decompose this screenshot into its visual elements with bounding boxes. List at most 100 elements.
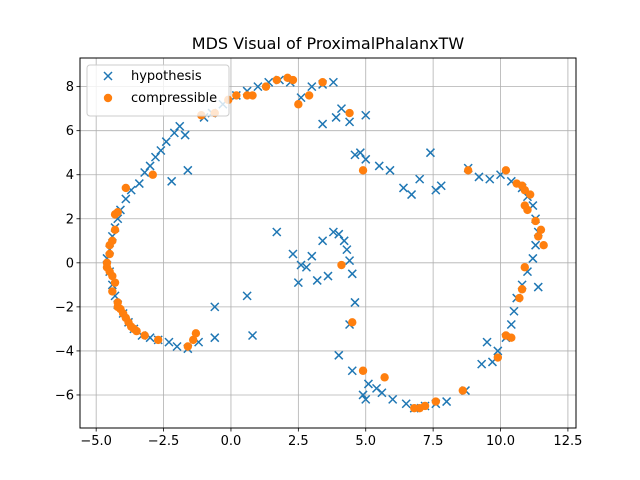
hypothesis-point <box>288 249 298 259</box>
compressible-point <box>531 216 540 226</box>
compressible-point <box>108 236 117 245</box>
plot-frame <box>79 57 577 429</box>
x-tick-label: 0.0 <box>221 434 242 449</box>
hypothesis-point <box>293 278 303 288</box>
compressible-point <box>140 331 149 340</box>
legend-label-compressible: compressible <box>131 91 217 106</box>
data-points <box>102 73 548 413</box>
compressible-point <box>458 386 467 395</box>
hypothesis-point <box>121 194 131 204</box>
hypothesis-point <box>307 251 317 261</box>
compressible-point <box>431 397 441 406</box>
compressible-point <box>501 166 511 175</box>
chart-title: MDS Visual of ProximalPhalanxTW <box>192 34 465 53</box>
compressible-point <box>148 170 157 179</box>
hypothesis-point <box>328 77 338 87</box>
hypothesis-point <box>350 297 360 307</box>
compressible-point <box>110 278 120 287</box>
hypothesis-point <box>296 260 306 270</box>
legend-marker-hypothesis-glyph <box>103 71 113 81</box>
compressible-point <box>261 82 271 91</box>
compressible-point <box>463 166 473 175</box>
y-tick-label: 6 <box>66 124 74 139</box>
hypothesis-point <box>312 275 322 285</box>
hypothesis-point <box>342 245 352 255</box>
compressible-point <box>534 232 543 241</box>
compressible-point <box>348 318 357 327</box>
x-tick-label: 7.5 <box>423 434 444 449</box>
compressible-point <box>232 91 241 100</box>
hypothesis-point <box>247 330 258 341</box>
legend-marker-compressible <box>103 93 113 103</box>
hypothesis-point <box>485 174 495 184</box>
hypothesis-point <box>253 82 263 92</box>
hypothesis-point <box>175 121 185 131</box>
x-tick-label: 2.5 <box>288 434 309 449</box>
hypothesis-point <box>363 379 373 389</box>
compressible-point <box>536 225 546 234</box>
compressible-point <box>304 91 314 100</box>
hypothesis-point <box>140 167 150 178</box>
hypothesis-point <box>318 119 328 129</box>
hypothesis-point <box>361 110 371 120</box>
hypothesis-point <box>345 256 355 266</box>
compressible-point <box>121 183 131 193</box>
hypothesis-point <box>301 262 311 272</box>
hypothesis-point <box>318 236 328 246</box>
x-tick-label: −2.5 <box>148 434 180 449</box>
hypothesis-point <box>347 366 357 376</box>
compressible-point <box>318 78 327 87</box>
compressible-point <box>525 190 535 199</box>
compressible-point <box>248 91 257 100</box>
x-tick-label: 5.0 <box>355 434 376 449</box>
legend-marker-compressible-glyph <box>103 93 113 103</box>
hypothesis-point <box>425 148 435 158</box>
hypothesis-point <box>172 341 182 352</box>
compressible-point <box>493 353 503 362</box>
compressible-point <box>191 329 201 338</box>
y-tick-label: 8 <box>66 80 74 95</box>
grid <box>80 58 576 428</box>
compressible-point <box>523 205 532 215</box>
hypothesis-point <box>533 282 543 292</box>
hypothesis-point <box>328 227 338 237</box>
hypothesis-point <box>388 394 398 404</box>
compressible-point <box>113 302 122 312</box>
hypothesis-point <box>415 174 425 184</box>
hypothesis-point <box>272 227 282 237</box>
legend-box <box>86 64 230 117</box>
hypothesis-point <box>183 165 193 175</box>
hypothesis-point <box>407 190 417 200</box>
hypothesis-point <box>150 152 161 162</box>
hypothesis-point <box>180 130 190 140</box>
hypothesis-point <box>506 319 516 330</box>
y-tick-label: −4 <box>55 344 74 359</box>
hypothesis-point <box>361 394 371 404</box>
hypothesis-point <box>355 148 365 158</box>
hypothesis-point <box>528 253 538 263</box>
hypothesis-point <box>401 399 411 409</box>
legend-label-hypothesis: hypothesis <box>131 69 202 84</box>
legend: hypothesis compressible <box>86 64 230 117</box>
y-tick-label: 0 <box>66 256 74 271</box>
hypothesis-point <box>509 306 519 316</box>
compressible-point <box>108 271 117 281</box>
hypothesis-point <box>477 359 487 369</box>
hypothesis-point <box>358 390 368 400</box>
x-tick-label: 12.5 <box>553 434 582 449</box>
compressible-point <box>113 207 122 217</box>
hypothesis-point <box>323 271 333 281</box>
hypothesis-point <box>210 302 220 312</box>
hypothesis-point <box>374 161 384 171</box>
compressible-point <box>105 249 114 259</box>
compressible-point <box>153 335 163 345</box>
compressible-point <box>539 241 548 250</box>
axis-ticks: −5.0 −2.5 0.0 2.5 5.0 7.5 10.0 12.5 −6 −4 −2 0 2 4 6 8 <box>55 80 583 449</box>
hypothesis-point <box>482 337 492 347</box>
hypothesis-point <box>161 137 171 147</box>
hypothesis-point <box>210 333 220 343</box>
hypothesis-point <box>531 240 541 250</box>
compressible-point <box>129 324 139 334</box>
